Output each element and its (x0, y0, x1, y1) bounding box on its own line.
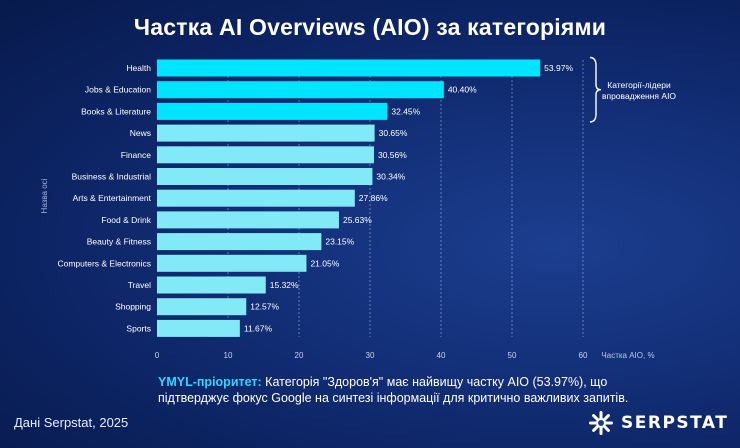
x-tick-label: 60 (579, 351, 588, 360)
category-label: Jobs & Education (85, 85, 151, 95)
footnote: YMYL-пріоритет: Категорія "Здоров'я" має… (158, 374, 678, 406)
x-tick-label: 50 (508, 351, 517, 360)
bar (157, 319, 240, 337)
serpstat-logo-icon (589, 411, 613, 435)
value-label: 15.32% (270, 280, 299, 290)
bar (157, 189, 355, 207)
logo-text: SERPSTAT (621, 413, 729, 433)
x-tick-label: 30 (366, 351, 375, 360)
value-label: 25.63% (343, 215, 372, 225)
category-label: Finance (121, 150, 152, 160)
bar (157, 211, 339, 229)
value-label: 23.15% (325, 237, 354, 247)
category-label: Shopping (115, 302, 151, 312)
category-label: Travel (128, 280, 151, 290)
value-label: 27.86% (359, 193, 388, 203)
annotation-line-2: впровадження AIO (602, 91, 676, 101)
value-label: 11.67% (244, 323, 273, 333)
x-ticks: 0 10 20 30 40 50 60 (155, 351, 588, 360)
category-label: Health (126, 63, 151, 73)
chart-title: Частка AI Overviews (AIO) за категоріями (133, 14, 607, 40)
value-label: 30.56% (378, 150, 407, 160)
value-label: 12.57% (250, 302, 279, 312)
serpstat-logo: SERPSTAT (588, 410, 728, 436)
footnote-lead: YMYL-пріоритет: (158, 375, 262, 389)
annotation-brace (589, 56, 602, 123)
bar (157, 102, 388, 120)
bar (157, 276, 266, 294)
bar (157, 168, 373, 185)
footnote-text: Категорія "Здоров'я" має найвищу частку … (158, 375, 629, 405)
category-label: Computers & Electronics (57, 258, 151, 268)
value-label: 32.45% (391, 106, 420, 116)
bars (157, 59, 541, 337)
category-label: Books & Literature (81, 106, 151, 116)
category-label: Arts & Entertainment (73, 193, 152, 203)
bar (157, 233, 322, 251)
value-label: 30.34% (376, 172, 405, 182)
category-label: News (130, 128, 151, 138)
x-axis-label: Частка AIO, % (601, 351, 654, 360)
category-label: Food & Drink (101, 215, 151, 225)
y-axis-label: Назва осі (40, 178, 49, 213)
category-label: Sports (126, 323, 151, 333)
bar (157, 59, 541, 77)
category-label: Business & Industrial (72, 172, 151, 182)
value-label: 30.65% (379, 128, 408, 138)
annotation-line-1: Категорії-лідери (607, 80, 671, 90)
bar (157, 124, 375, 142)
category-label: Beauty & Fitness (87, 237, 151, 247)
x-tick-label: 20 (295, 351, 304, 360)
data-source: Дані Serpstat, 2025 (14, 415, 129, 430)
x-tick-label: 0 (155, 351, 160, 360)
labels: Health 53.97% Jobs & Education 40.40% Books … (57, 63, 573, 333)
value-label: 53.97% (544, 63, 573, 73)
bar (157, 146, 374, 164)
bar (157, 254, 307, 272)
bar (157, 81, 444, 99)
x-tick-label: 10 (224, 351, 233, 360)
x-tick-label: 40 (437, 351, 446, 360)
value-label: 40.40% (448, 85, 477, 95)
value-label: 21.05% (310, 258, 339, 268)
bar (157, 298, 247, 316)
